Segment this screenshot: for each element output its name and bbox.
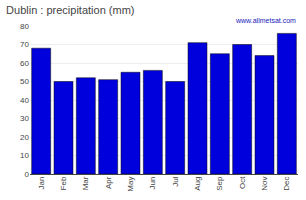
svg-text:Aug: Aug [193,177,202,191]
svg-text:20: 20 [20,133,29,142]
svg-text:80: 80 [20,22,29,31]
svg-text:50: 50 [20,77,29,86]
svg-text:60: 60 [20,59,29,68]
svg-text:May: May [126,177,135,192]
svg-text:Jul: Jul [171,176,180,186]
svg-text:Feb: Feb [59,176,68,190]
svg-text:0: 0 [25,170,30,179]
svg-text:Jan: Jan [37,177,46,190]
svg-text:70: 70 [20,40,29,49]
svg-text:40: 40 [20,96,29,105]
svg-text:Oct: Oct [238,176,247,189]
svg-text:www.allmetsat.com: www.allmetsat.com [235,17,296,24]
svg-text:Apr: Apr [104,176,113,189]
svg-text:Jun: Jun [148,177,157,190]
svg-text:30: 30 [20,114,29,123]
svg-text:Dublin : precipitation (mm): Dublin : precipitation (mm) [6,4,134,16]
svg-text:Sep: Sep [215,176,224,191]
svg-text:Dec: Dec [282,177,291,191]
svg-text:10: 10 [20,151,29,160]
svg-text:Nov: Nov [260,177,269,191]
svg-text:Mar: Mar [81,176,90,190]
